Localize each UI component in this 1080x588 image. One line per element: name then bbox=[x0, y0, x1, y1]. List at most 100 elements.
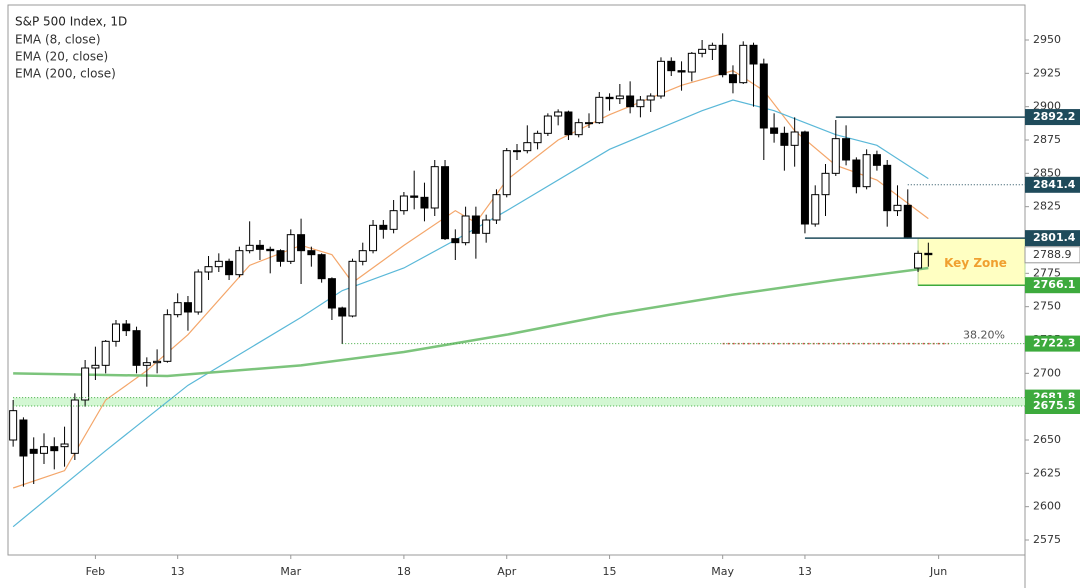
candle-body bbox=[492, 194, 501, 221]
candle-body bbox=[111, 323, 120, 342]
candle-body bbox=[502, 150, 511, 196]
level-price-label: 2841.4 bbox=[1033, 178, 1076, 191]
legend-entry: EMA (8, close) bbox=[15, 33, 101, 47]
level-price-box bbox=[1025, 335, 1080, 352]
candle-body bbox=[615, 95, 624, 100]
candle-body bbox=[903, 204, 912, 238]
candle-body bbox=[811, 194, 820, 225]
candle-body bbox=[770, 127, 779, 134]
candle-body bbox=[800, 131, 809, 225]
candle-body bbox=[852, 159, 861, 188]
last-price-label: 2788.9 bbox=[1033, 248, 1072, 261]
level-price-box bbox=[1025, 109, 1080, 126]
candle-body bbox=[739, 44, 748, 84]
candle-body bbox=[317, 254, 326, 280]
candle-body bbox=[883, 164, 892, 212]
candle-body bbox=[9, 410, 18, 441]
candle-body bbox=[286, 234, 295, 262]
candle-body bbox=[214, 260, 223, 268]
level-price-label: 2675.5 bbox=[1033, 399, 1075, 412]
y-tick-label: 2775 bbox=[1033, 266, 1061, 279]
candle-body bbox=[543, 115, 552, 134]
y-tick-label: 2700 bbox=[1033, 366, 1061, 379]
candle-body bbox=[379, 224, 388, 230]
candle-body bbox=[780, 132, 789, 146]
y-tick-label: 2850 bbox=[1033, 166, 1061, 179]
candle-body bbox=[39, 446, 48, 454]
candle-body bbox=[564, 111, 573, 136]
candle-body bbox=[513, 150, 522, 153]
candle-body bbox=[420, 196, 429, 209]
level-price-box bbox=[1025, 398, 1080, 414]
candle-body bbox=[399, 195, 408, 212]
candle-body bbox=[122, 323, 131, 332]
candle-body bbox=[204, 266, 213, 273]
x-tick-label: May bbox=[711, 565, 734, 578]
candle-body bbox=[790, 131, 799, 146]
candle-body bbox=[728, 74, 737, 84]
candle-body bbox=[307, 250, 316, 256]
y-tick-label: 2825 bbox=[1033, 200, 1061, 213]
candle-body bbox=[872, 154, 881, 166]
candle-body bbox=[348, 260, 357, 317]
candle-body bbox=[369, 224, 378, 252]
candle-body bbox=[554, 111, 563, 117]
fib-label: 38.20% bbox=[963, 329, 1005, 342]
candle-body bbox=[297, 234, 306, 252]
candle-body bbox=[245, 244, 254, 252]
candle-body bbox=[327, 278, 336, 309]
candle-body bbox=[821, 172, 830, 196]
candle-body bbox=[862, 154, 871, 188]
ema-line bbox=[12, 99, 929, 528]
candle-body bbox=[235, 250, 244, 276]
key-zone bbox=[917, 237, 1026, 286]
x-tick-label: 13 bbox=[171, 565, 185, 578]
candle-body bbox=[132, 330, 141, 366]
candle-body bbox=[430, 166, 439, 209]
x-tick-label: 18 bbox=[397, 565, 411, 578]
candle-body bbox=[533, 132, 542, 144]
candle-body bbox=[60, 443, 69, 448]
level-price-label: 2801.4 bbox=[1033, 231, 1076, 244]
candle-body bbox=[893, 204, 902, 212]
candle-body bbox=[842, 138, 851, 161]
candle-body bbox=[482, 219, 491, 234]
level-price-label: 2892.2 bbox=[1033, 110, 1075, 123]
y-tick-label: 2750 bbox=[1033, 300, 1061, 313]
level-price-box bbox=[1025, 176, 1080, 193]
candle-body bbox=[410, 195, 419, 198]
candle-body bbox=[225, 260, 234, 276]
level-price-box bbox=[1025, 230, 1080, 247]
candle-body bbox=[255, 244, 264, 250]
candle-body bbox=[677, 70, 686, 73]
ema-line bbox=[13, 266, 929, 378]
candle-body bbox=[718, 44, 727, 76]
level-price-label: 2722.3 bbox=[1033, 337, 1075, 350]
candle-body bbox=[91, 364, 100, 369]
candle-body bbox=[574, 122, 583, 136]
candle-body bbox=[153, 360, 162, 364]
candle-body bbox=[19, 419, 28, 457]
y-tick-label: 2600 bbox=[1033, 500, 1061, 513]
candle-body bbox=[163, 314, 172, 362]
candle-body bbox=[338, 307, 347, 317]
legend-entry: EMA (20, close) bbox=[15, 50, 108, 64]
candle-body bbox=[183, 302, 192, 313]
candle-body bbox=[29, 448, 38, 454]
y-tick-label: 2875 bbox=[1033, 133, 1061, 146]
x-tick-label: Feb bbox=[86, 565, 105, 578]
candle-body bbox=[914, 252, 923, 269]
candle-body bbox=[50, 446, 59, 452]
x-tick-label: 13 bbox=[798, 565, 812, 578]
y-tick-label: 2950 bbox=[1033, 33, 1061, 46]
y-tick-label: 2650 bbox=[1033, 433, 1061, 446]
candle-body bbox=[831, 138, 840, 174]
candle-body bbox=[173, 302, 182, 316]
candle-body bbox=[523, 142, 532, 152]
candle-body bbox=[708, 44, 717, 50]
plot-frame bbox=[7, 4, 1026, 556]
candle-body bbox=[461, 215, 470, 244]
support-band bbox=[13, 397, 1026, 406]
x-tick-label: Mar bbox=[280, 565, 301, 578]
candle-body bbox=[626, 95, 635, 108]
